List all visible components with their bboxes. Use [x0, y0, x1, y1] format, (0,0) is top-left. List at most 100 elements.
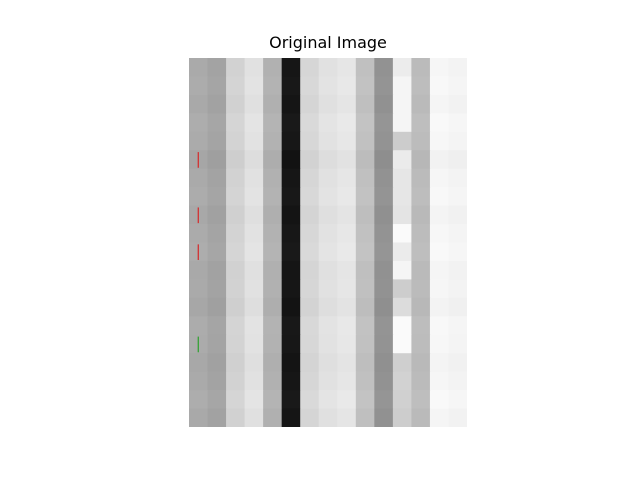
pixel-cell — [263, 113, 283, 133]
pixel-cell — [355, 94, 375, 114]
pixel-cell — [318, 58, 338, 78]
pixel-cell — [300, 242, 320, 262]
pixel-cell — [207, 260, 227, 280]
pixel-cell — [318, 150, 338, 170]
pixel-cell — [355, 242, 375, 262]
pixel-cell — [448, 94, 467, 114]
pixel-cell — [337, 408, 357, 427]
pixel-cell — [355, 334, 375, 354]
pixel-cell — [226, 279, 246, 299]
pixel-cell — [411, 371, 431, 391]
pixel-cell — [263, 242, 283, 262]
pixel-cell — [300, 94, 320, 114]
pixel-cell — [226, 316, 246, 336]
pixel-cell — [392, 224, 412, 244]
pixel-cell — [226, 187, 246, 207]
pixel-cell — [392, 279, 412, 299]
pixel-cell — [355, 371, 375, 391]
pixel-cell — [355, 260, 375, 280]
pixel-cell — [355, 297, 375, 317]
pixel-cell — [189, 390, 209, 410]
pixel-cell — [448, 279, 467, 299]
pixel-cell — [189, 131, 209, 151]
pixel-cell — [300, 297, 320, 317]
pixel-cell — [411, 150, 431, 170]
pixel-cell — [244, 260, 264, 280]
pixel-cell — [337, 242, 357, 262]
pixel-cell — [263, 150, 283, 170]
pixel-cell — [300, 205, 320, 225]
pixel-cell — [244, 94, 264, 114]
pixel-cell — [189, 260, 209, 280]
pixel-cell — [411, 353, 431, 373]
pixel-cell — [318, 131, 338, 151]
pixel-cell — [411, 279, 431, 299]
pixel-cell — [337, 279, 357, 299]
pixel-cell — [374, 297, 394, 317]
pixel-cell — [207, 131, 227, 151]
image-heatmap — [189, 58, 467, 427]
pixel-cell — [429, 150, 450, 170]
pixel-cell — [411, 224, 431, 244]
pixel-cell — [189, 187, 209, 207]
pixel-cell — [300, 260, 320, 280]
pixel-cell — [392, 168, 412, 188]
pixel-cell — [244, 131, 264, 151]
pixel-cell — [337, 58, 357, 78]
pixel-cell — [392, 76, 412, 96]
pixel-cell — [337, 224, 357, 244]
pixel-cell — [263, 334, 283, 354]
pixel-cell — [263, 408, 283, 427]
pixel-cell — [244, 150, 264, 170]
pixel-cell — [374, 187, 394, 207]
pixel-cell — [263, 297, 283, 317]
pixel-cell — [189, 113, 209, 133]
pixel-cell — [281, 242, 301, 262]
pixel-cell — [411, 76, 431, 96]
pixel-cell — [429, 334, 450, 354]
pixel-cell — [226, 131, 246, 151]
pixel-cell — [337, 205, 357, 225]
pixel-cell — [207, 279, 227, 299]
pixel-cell — [300, 150, 320, 170]
pixel-cell — [355, 408, 375, 427]
pixel-cell — [244, 279, 264, 299]
pixel-cell — [374, 131, 394, 151]
pixel-cell — [207, 58, 227, 78]
pixel-cell — [189, 353, 209, 373]
pixel-cell — [337, 260, 357, 280]
pixel-cell — [318, 113, 338, 133]
pixel-cell — [392, 58, 412, 78]
pixel-cell — [337, 113, 357, 133]
pixel-cell — [411, 94, 431, 114]
pixel-cell — [281, 58, 301, 78]
pixel-cell — [355, 224, 375, 244]
pixel-cell — [207, 242, 227, 262]
pixel-cell — [207, 371, 227, 391]
pixel-cell — [411, 297, 431, 317]
pixel-cell — [318, 390, 338, 410]
pixel-cell — [374, 94, 394, 114]
pixel-cell — [429, 316, 450, 336]
pixel-cell — [448, 242, 467, 262]
pixel-cell — [207, 224, 227, 244]
pixel-cell — [300, 316, 320, 336]
pixel-cell — [263, 316, 283, 336]
pixel-cell — [226, 390, 246, 410]
pixel-cell — [244, 316, 264, 336]
pixel-cell — [300, 76, 320, 96]
pixel-cell — [226, 353, 246, 373]
pixel-cell — [411, 316, 431, 336]
pixel-cell — [281, 113, 301, 133]
pixel-cell — [318, 260, 338, 280]
pixel-cell — [281, 353, 301, 373]
pixel-cell — [281, 168, 301, 188]
pixel-cell — [429, 260, 450, 280]
pixel-cell — [300, 131, 320, 151]
pixel-cell — [244, 390, 264, 410]
pixel-cell — [263, 390, 283, 410]
pixel-cell — [281, 94, 301, 114]
pixel-cell — [226, 150, 246, 170]
pixel-cell — [448, 76, 467, 96]
pixel-cell — [392, 390, 412, 410]
